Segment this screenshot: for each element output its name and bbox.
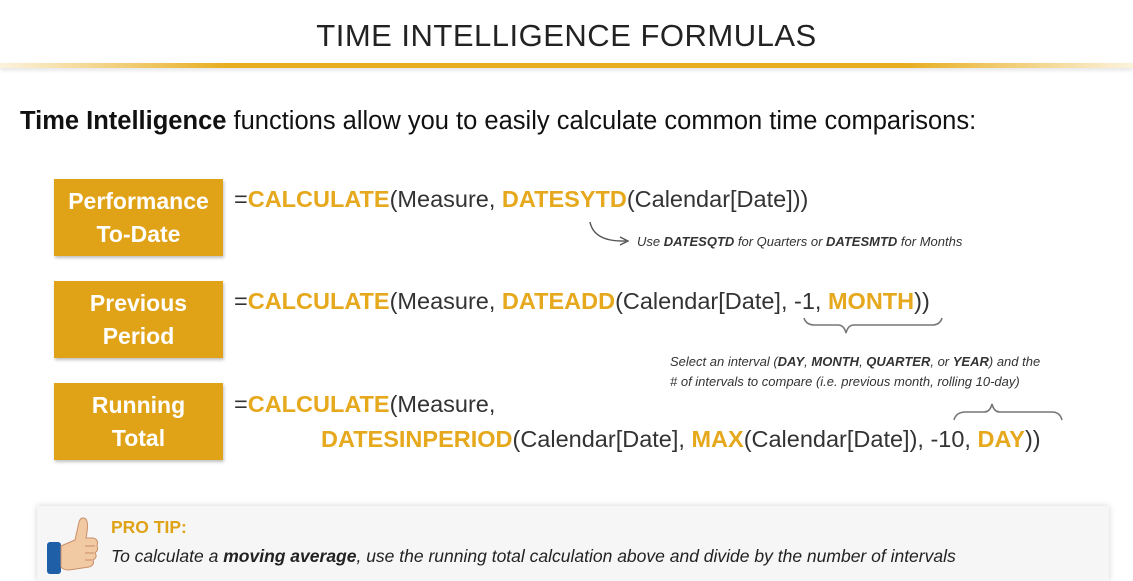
note-bold: YEAR xyxy=(952,354,989,369)
formula-eq: = xyxy=(234,391,248,417)
note-bold: MONTH xyxy=(811,354,860,369)
function-calculate: CALCULATE xyxy=(247,288,390,314)
formula-text: )) xyxy=(914,288,930,314)
function-dateadd: DATEADD xyxy=(501,288,616,314)
note-bold: QUARTER xyxy=(866,354,931,369)
formula-text: (Measure, xyxy=(389,391,496,417)
function-datesinperiod: DATESINPERIOD xyxy=(321,426,513,452)
function-max: MAX xyxy=(691,426,744,452)
note-bold: DAY xyxy=(777,354,805,369)
label-running-total: Running Total xyxy=(54,383,223,460)
formula-text: (Measure, xyxy=(389,186,502,212)
note-bold: DATESQTD xyxy=(663,234,735,249)
note-text: , xyxy=(804,354,812,369)
formula-text: (Measure, xyxy=(389,288,502,314)
formula-performance-to-date: =CALCULATE(Measure, DATESYTD(Calendar[Da… xyxy=(234,186,808,213)
note-text: , or xyxy=(930,354,953,369)
brace-over-day-interval-icon xyxy=(953,403,1063,421)
label-line-1: Previous xyxy=(89,289,188,316)
pro-tip-box: PRO TIP: To calculate a moving average, … xyxy=(37,506,1109,581)
tip-bold: moving average xyxy=(223,546,357,566)
label-line-1: Running xyxy=(91,391,186,418)
formula-running-total-line-1: =CALCULATE(Measure, xyxy=(234,391,495,418)
formula-text: )) xyxy=(1024,426,1041,452)
label-line-2: Period xyxy=(102,322,175,349)
label-line-2: To-Date xyxy=(96,220,181,247)
thumbs-up-icon xyxy=(47,517,99,574)
page-title: TIME INTELLIGENCE FORMULAS xyxy=(316,18,817,53)
note-select-interval: Select an interval (DAY, MONTH, QUARTER,… xyxy=(670,352,1040,392)
note-text: Select an interval ( xyxy=(670,354,778,369)
intro-bold: Time Intelligence xyxy=(20,107,227,135)
note-text: for Months xyxy=(897,234,963,249)
function-datesytd: DATESYTD xyxy=(501,186,627,212)
formula-previous-period: =CALCULATE(Measure, DATEADD(Calendar[Dat… xyxy=(234,288,930,315)
intro-rest: functions allow you to easily calculate … xyxy=(226,107,977,135)
tip-text-part: To calculate a xyxy=(111,546,224,566)
formula-text: (Calendar[Date], -1, xyxy=(615,288,828,314)
intro-text: Time Intelligence functions allow you to… xyxy=(20,107,976,136)
title-underline xyxy=(0,63,1133,68)
note-datesqtd: Use DATESQTD for Quarters or DATESMTD fo… xyxy=(637,234,962,249)
formula-text: (Calendar[Date], xyxy=(512,426,692,452)
note-text: , xyxy=(859,354,867,369)
label-performance-to-date: Performance To-Date xyxy=(54,179,223,256)
label-previous-period: Previous Period xyxy=(54,281,223,358)
note-text: Use xyxy=(637,234,664,249)
note-line-2: # of intervals to compare (i.e. previous… xyxy=(670,374,1020,389)
note-bold: DATESMTD xyxy=(826,234,898,249)
formula-text: (Calendar[Date]), -10, xyxy=(743,426,978,452)
formula-running-total-line-2: DATESINPERIOD(Calendar[Date], MAX(Calend… xyxy=(321,426,1041,453)
arrow-head-icon xyxy=(619,236,630,246)
brace-under-interval-icon xyxy=(803,317,943,334)
label-line-2: Total xyxy=(111,424,166,451)
function-calculate: CALCULATE xyxy=(247,391,390,417)
formula-text: (Calendar[Date])) xyxy=(626,186,809,212)
tip-text-part: , use the running total calculation abov… xyxy=(356,546,956,566)
note-text: ) and the xyxy=(988,354,1041,369)
function-month: MONTH xyxy=(827,288,915,314)
label-line-1: Performance xyxy=(68,187,209,214)
function-calculate: CALCULATE xyxy=(247,186,390,212)
pro-tip-title: PRO TIP: xyxy=(111,517,187,537)
note-line-1: Select an interval (DAY, MONTH, QUARTER,… xyxy=(670,352,1040,372)
curved-arrow-icon xyxy=(589,221,627,242)
formula-eq: = xyxy=(234,288,248,314)
note-text: for Quarters or xyxy=(734,234,827,249)
pro-tip-text: To calculate a moving average, use the r… xyxy=(111,546,956,567)
formula-eq: = xyxy=(234,186,248,212)
function-day: DAY xyxy=(977,426,1025,452)
